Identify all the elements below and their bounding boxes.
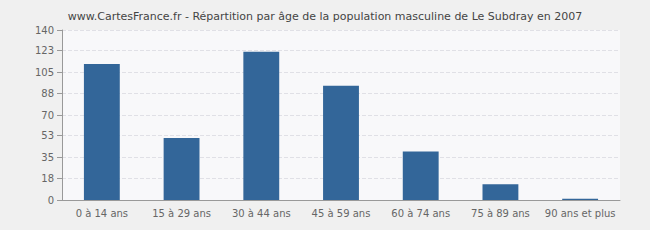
- svg-text:www.CartesFrance.fr - Répartit: www.CartesFrance.fr - Répartition par âg…: [68, 10, 582, 23]
- svg-text:18: 18: [41, 173, 54, 184]
- svg-text:35: 35: [41, 152, 54, 163]
- svg-text:105: 105: [35, 67, 54, 78]
- svg-text:53: 53: [41, 130, 54, 141]
- svg-text:30 à 44 ans: 30 à 44 ans: [232, 208, 291, 219]
- svg-text:70: 70: [41, 110, 54, 121]
- svg-text:123: 123: [35, 45, 54, 56]
- svg-text:140: 140: [35, 25, 54, 36]
- svg-text:90 ans et plus: 90 ans et plus: [545, 208, 616, 219]
- svg-text:75 à 89 ans: 75 à 89 ans: [471, 208, 530, 219]
- svg-text:0: 0: [48, 195, 54, 206]
- svg-text:60 à 74 ans: 60 à 74 ans: [391, 208, 450, 219]
- svg-text:88: 88: [41, 88, 54, 99]
- svg-text:0 à 14 ans: 0 à 14 ans: [76, 208, 128, 219]
- svg-text:45 à 59 ans: 45 à 59 ans: [312, 208, 371, 219]
- svg-text:15 à 29 ans: 15 à 29 ans: [152, 208, 211, 219]
